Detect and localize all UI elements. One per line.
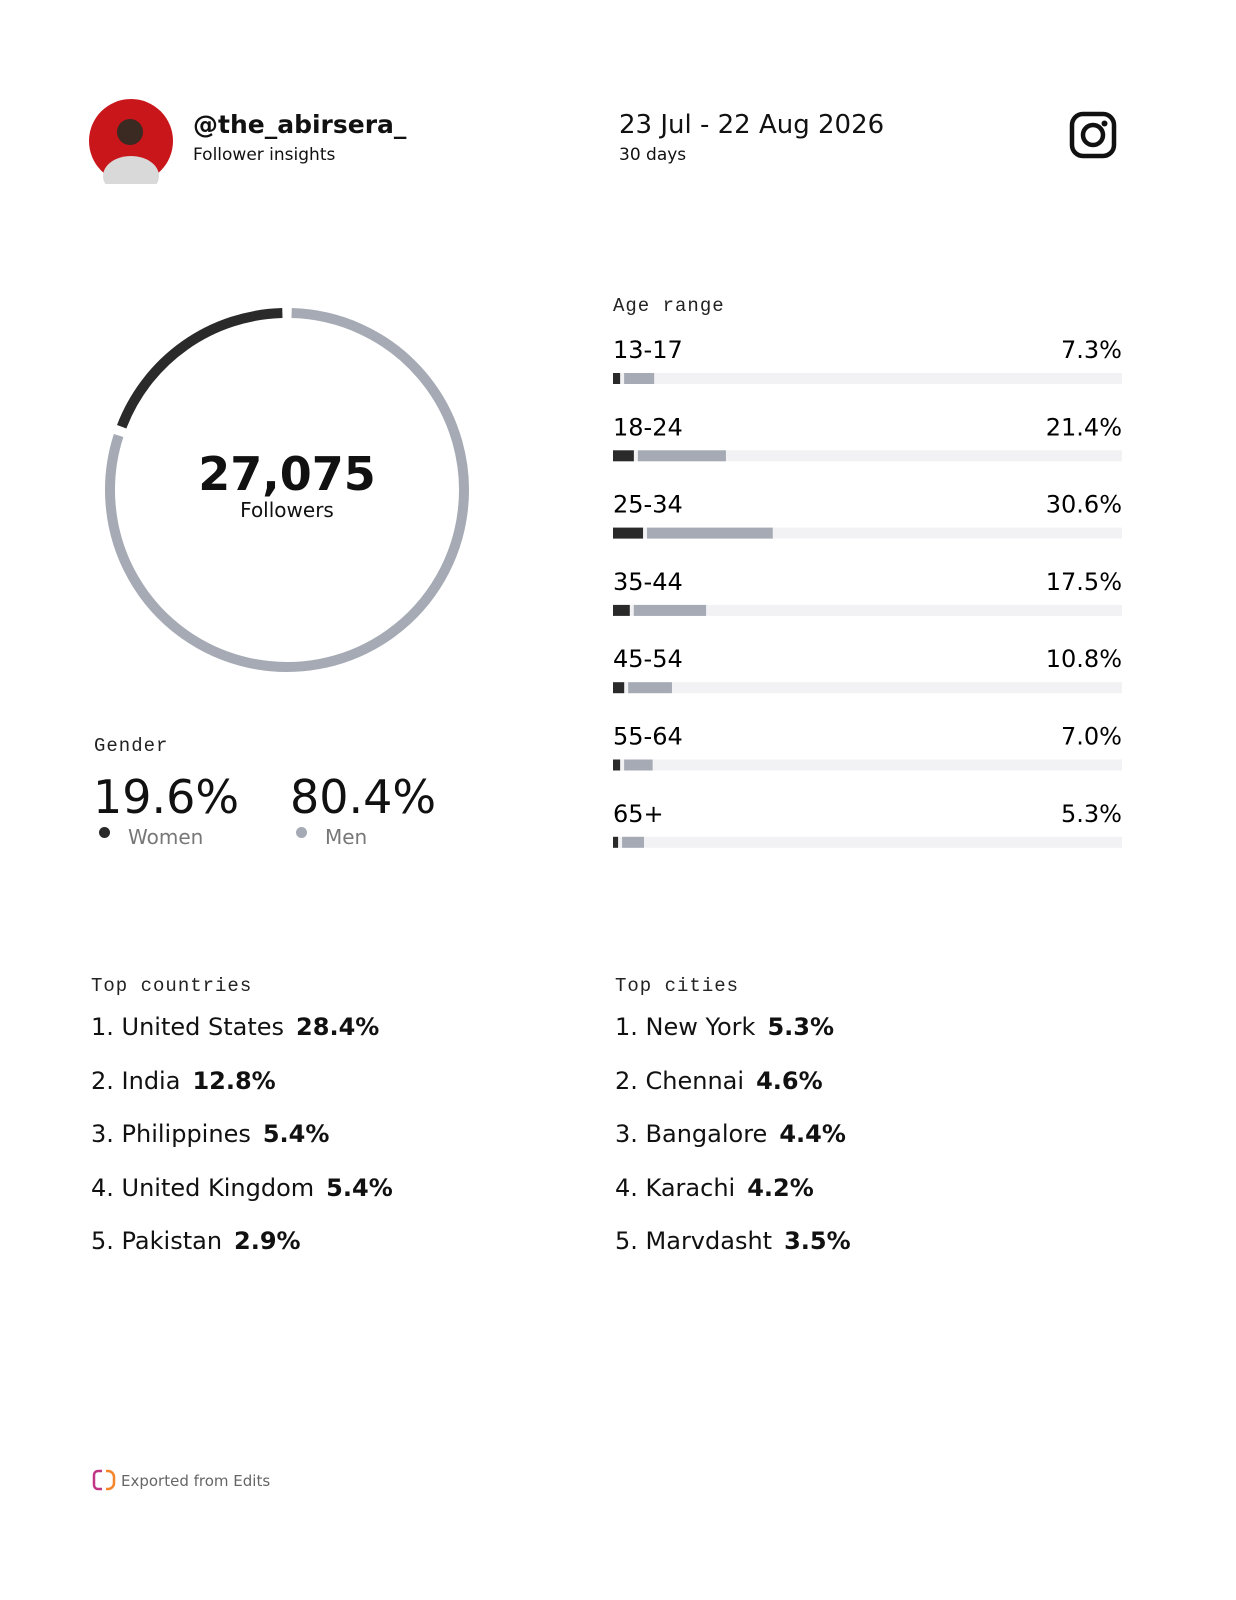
list-row: 1. United States 28.4% [91,1013,379,1041]
list-name: 1. New York [615,1013,756,1041]
bar-men [628,682,672,694]
bar-women [613,450,634,462]
bar-track [613,450,1122,462]
gender-value: 19.6% [93,770,240,824]
bar-men [622,836,644,848]
age-value: 7.3% [1061,336,1122,364]
list-share: 4.2% [747,1173,814,1202]
list-share: 12.8% [192,1066,276,1095]
list-name: 2. India [91,1066,181,1095]
list-row: 2. India 12.8% [91,1067,276,1095]
age-label: 13-17 [613,336,683,364]
bar-women [613,604,630,616]
donut-chart [105,308,469,672]
bar-men [624,759,653,771]
list-share: 3.5% [784,1227,851,1255]
gender-name: Men [325,825,368,849]
list-name: 2. Chennai [615,1066,745,1095]
age-chart: 13-17 7.3% 18-24 21.4% 25-34 30.6% 35-44 17.5% 4… [613,336,1122,848]
edits-logo [92,1469,116,1491]
legend-dot [296,827,307,838]
bar-track [613,682,1122,694]
username: @the_abirsera_ [193,110,407,139]
age-label: 35-44 [613,568,683,596]
bar-men [624,373,655,384]
donut-segment [117,308,283,429]
instagram-icon[interactable] [1068,110,1120,162]
bar-women [613,759,621,771]
cities-title: Top cities [615,975,740,997]
followers-label: Followers [240,498,334,522]
list-name: 5. Pakistan [91,1227,223,1255]
donut-segment [105,308,469,672]
age-label: 25-34 [613,491,683,519]
follower-count: 27,075 [198,447,376,501]
age-title: Age range [613,295,725,317]
list-name: 4. United Kingdom [91,1173,315,1202]
list-row: 3. Bangalore 4.4% [615,1120,846,1148]
list-row: 4. Karachi 4.2% [615,1174,814,1202]
bar-women [613,373,621,384]
list-row: 3. Philippines 5.4% [91,1120,329,1148]
bar-track [613,759,1122,771]
list-name: 3. Philippines [91,1120,251,1148]
date-range: 23 Jul - 22 Aug 2026 [619,110,885,140]
age-label: 18-24 [613,413,683,441]
list-share: 4.6% [756,1066,823,1095]
age-label: 45-54 [613,645,683,673]
bar-men [637,450,726,462]
age-value: 7.0% [1061,723,1122,751]
bar-women [613,527,644,539]
list-share: 5.4% [262,1120,330,1148]
age-label: 65+ [613,800,664,828]
list-row: 2. Chennai 4.6% [615,1067,823,1095]
bar-women [613,682,625,694]
age-value: 17.5% [1046,568,1122,596]
bar-track [613,836,1122,848]
gender-title: Gender [94,735,169,757]
list-share: 2.9% [234,1227,301,1255]
list-share: 5.3% [767,1013,834,1041]
bar-track [613,373,1122,384]
list-name: 3. Bangalore [615,1120,768,1148]
age-value: 21.4% [1046,413,1122,441]
bar-men [633,604,707,616]
age-label: 55-64 [613,723,683,751]
list-share: 5.4% [326,1173,393,1202]
gender-name: Women [128,825,204,849]
age-value: 30.6% [1046,491,1122,519]
age-value: 5.3% [1061,800,1122,828]
list-name: 5. Marvdasht [615,1227,773,1255]
gender-value: 80.4% [290,770,437,824]
avatar [89,99,173,184]
bar-track [613,527,1122,539]
period: 30 days [619,145,687,165]
subtitle: Follower insights [193,145,336,165]
list-row: 4. United Kingdom 5.4% [91,1174,393,1202]
legend-dot [99,827,110,838]
age-value: 10.8% [1046,645,1122,673]
list-share: 4.4% [779,1120,846,1148]
footer: Exported from Edits [121,1472,271,1490]
list-row: 1. New York 5.3% [615,1013,834,1041]
bar-women [613,836,619,848]
list-row: 5. Pakistan 2.9% [91,1227,301,1255]
bar-men [647,527,773,539]
list-share: 28.4% [296,1013,380,1041]
countries-title: Top countries [91,975,253,997]
bar-track [613,604,1122,616]
list-name: 4. Karachi [615,1173,736,1202]
list-name: 1. United States [91,1013,285,1041]
list-row: 5. Marvdasht 3.5% [615,1227,851,1255]
